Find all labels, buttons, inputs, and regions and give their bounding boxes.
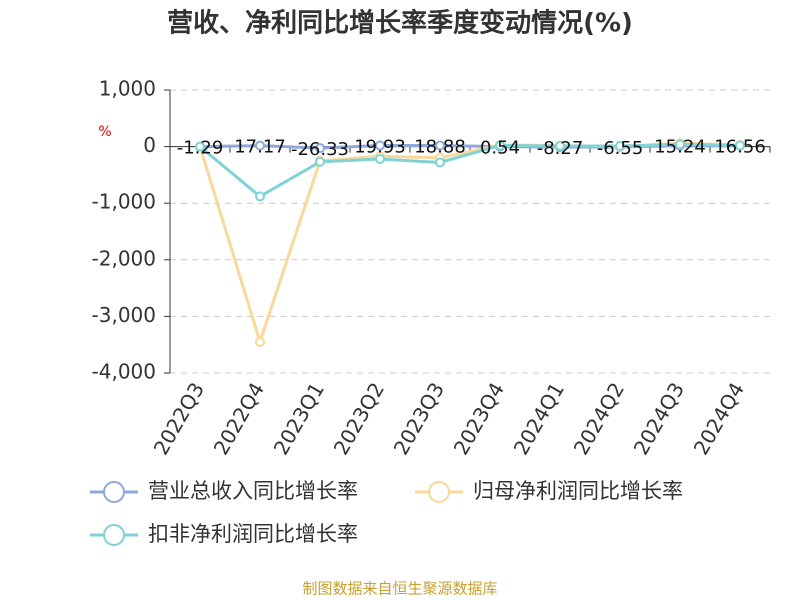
- x-tick-label: 2024Q4: [689, 378, 749, 459]
- x-tick-label: 2022Q3: [149, 378, 209, 459]
- y-tick-label: -1,000: [92, 190, 156, 214]
- y-tick-label: -2,000: [92, 246, 156, 270]
- y-tick-label: 1,000: [99, 77, 156, 101]
- chart-title: 营收、净利同比增长率季度变动情况(%): [167, 8, 633, 39]
- x-tick-label: 2023Q2: [329, 378, 389, 459]
- x-tick-label: 2023Q1: [269, 378, 329, 459]
- data-point: [555, 141, 565, 152]
- data-label: -8.27: [537, 138, 584, 159]
- data-point: [435, 140, 445, 151]
- legend-marker: [103, 481, 125, 503]
- data-point: [255, 336, 265, 347]
- data-label: 15.24: [654, 137, 706, 158]
- data-label: 18.88: [414, 137, 466, 158]
- x-tick-label: 2024Q2: [569, 378, 629, 459]
- data-label: -1.29: [177, 138, 224, 159]
- data-point: [375, 140, 385, 151]
- legend-marker: [103, 524, 125, 546]
- legend-marker: [428, 481, 450, 503]
- legend-label: 营业总收入同比增长率: [148, 479, 358, 503]
- data-point: [195, 141, 205, 152]
- data-point: [615, 141, 625, 152]
- data-point: [675, 139, 685, 150]
- data-label: 17.17: [234, 137, 286, 158]
- data-label: 16.56: [714, 137, 766, 158]
- legend-item: 营业总收入同比增长率: [90, 479, 358, 503]
- data-point: [435, 157, 445, 168]
- x-tick-label: 2024Q1: [509, 378, 569, 459]
- y-axis-label: %: [98, 124, 111, 140]
- data-point: [735, 140, 745, 151]
- data-label: -26.33: [291, 139, 349, 160]
- data-point: [375, 154, 385, 165]
- y-tick-label: -4,000: [92, 360, 156, 384]
- data-point: [315, 156, 325, 167]
- x-tick-label: 2023Q3: [389, 378, 449, 459]
- legend-item: 扣非净利润同比增长率: [90, 522, 358, 546]
- series-line: [199, 142, 741, 199]
- data-point: [315, 143, 325, 154]
- data-point: [255, 140, 265, 151]
- data-label: -6.55: [597, 138, 644, 159]
- x-tick-label: 2023Q4: [449, 378, 509, 459]
- x-tick-label: 2024Q3: [629, 378, 689, 459]
- data-point: [495, 140, 505, 151]
- series-line: [198, 141, 741, 347]
- data-point: [255, 191, 265, 202]
- y-tick-label: -3,000: [92, 303, 156, 327]
- legend-label: 扣非净利润同比增长率: [148, 522, 358, 546]
- data-label: 19.93: [354, 136, 406, 157]
- data-label: 0.54: [480, 138, 520, 159]
- y-tick-label: 0: [143, 133, 156, 157]
- x-tick-label: 2022Q4: [209, 378, 269, 459]
- source-note: 制图数据来自恒生聚源数据库: [302, 580, 497, 598]
- legend-item: 归母净利润同比增长率: [415, 479, 683, 503]
- legend-label: 归母净利润同比增长率: [473, 479, 683, 503]
